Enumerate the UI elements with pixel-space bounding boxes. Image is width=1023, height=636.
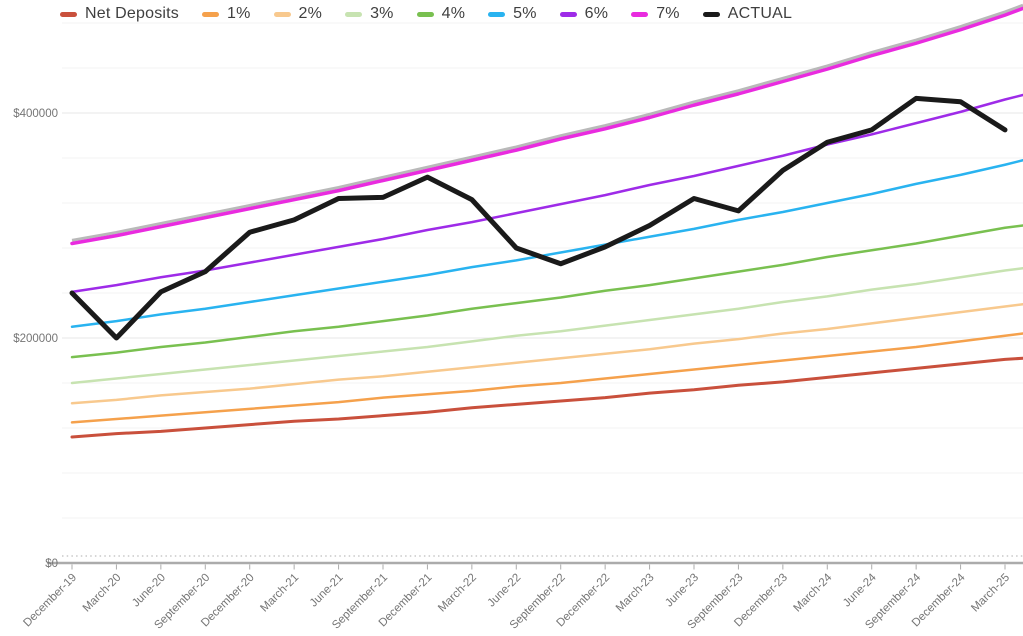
- series-line-1pct: [70, 332, 1023, 424]
- legend-label-2pct: 2%: [298, 5, 323, 22]
- x-axis-label-june-24: June-24: [841, 571, 879, 609]
- legend-item-net-deposits[interactable]: Net Deposits: [60, 5, 179, 23]
- legend-label-actual: ACTUAL: [727, 5, 793, 22]
- chart-legend: Net Deposits 1% 2% 3% 4% 5% 6% 7% ACTUAL: [60, 5, 792, 23]
- legend-item-actual[interactable]: ACTUAL: [702, 5, 793, 23]
- legend-label-4pct: 4%: [441, 5, 466, 22]
- series-line-net-deposits: [70, 356, 1023, 439]
- legend-swatch-net-deposits: [60, 11, 77, 17]
- legend-swatch-1pct: [202, 11, 219, 17]
- legend-swatch-6pct: [559, 11, 577, 17]
- y-axis-label-400000: $400000: [13, 108, 58, 120]
- x-axis-label-march-23: March-23: [614, 572, 657, 615]
- series-line-2pct: [70, 303, 1023, 405]
- legend-label-3pct: 3%: [370, 5, 394, 22]
- legend-swatch-actual: [702, 11, 720, 17]
- series-line-7pct: [70, 6, 1023, 246]
- series-line-actual: [69, 95, 1008, 341]
- legend-label-1pct: 1%: [227, 5, 251, 22]
- x-axis-label-march-21: March-21: [258, 572, 301, 615]
- series-line-3pct: [70, 267, 1023, 385]
- y-axis-label-200000: $200000: [13, 333, 58, 345]
- legend-item-4pct[interactable]: 4%: [416, 5, 466, 23]
- legend-label-7pct: 7%: [656, 5, 680, 22]
- legend-item-3pct[interactable]: 3%: [345, 5, 394, 23]
- series-shadow-7pct: [71, 3, 1023, 242]
- series-line-5pct: [70, 159, 1023, 328]
- legend-label-5pct: 5%: [513, 5, 537, 22]
- legend-label-net-deposits: Net Deposits: [85, 5, 179, 22]
- x-axis-label-june-23: June-23: [663, 572, 701, 610]
- legend-item-7pct[interactable]: 7%: [631, 5, 680, 23]
- y-axis-label-0: $0: [45, 558, 58, 570]
- legend-swatch-3pct: [345, 11, 363, 17]
- legend-label-6pct: 6%: [584, 5, 609, 22]
- series-line-4pct: [70, 224, 1023, 359]
- series-line-6pct: [70, 93, 1023, 294]
- x-axis-label-march-25: March-25: [969, 572, 1012, 615]
- legend-item-5pct[interactable]: 5%: [488, 5, 537, 23]
- legend-swatch-4pct: [416, 11, 434, 17]
- legend-swatch-5pct: [488, 11, 506, 17]
- x-axis-label-march-24: March-24: [792, 571, 835, 614]
- x-axis-label-march-20: March-20: [81, 572, 124, 615]
- x-axis-label-june-20: June-20: [130, 572, 168, 610]
- x-axis-label-march-22: March-22: [436, 572, 479, 615]
- legend-swatch-2pct: [273, 11, 291, 17]
- legend-swatch-7pct: [631, 11, 649, 17]
- x-axis-label-december-19: December-19: [21, 572, 79, 630]
- legend-item-6pct[interactable]: 6%: [559, 5, 609, 23]
- legend-item-1pct[interactable]: 1%: [202, 5, 251, 23]
- x-axis-label-june-21: June-21: [308, 572, 346, 610]
- legend-item-2pct[interactable]: 2%: [273, 5, 323, 23]
- x-axis-label-june-22: June-22: [486, 572, 524, 610]
